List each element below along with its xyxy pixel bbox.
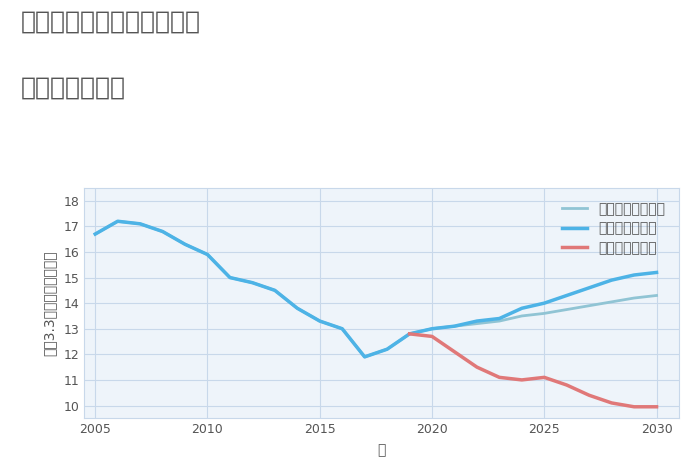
ノーマルシナリオ (428, 326, 436, 331)
バッドシナリオ (495, 375, 503, 380)
ノーマルシナリオ (495, 318, 503, 324)
グッドシナリオ (225, 275, 234, 281)
バッドシナリオ (450, 349, 459, 354)
グッドシナリオ (338, 326, 346, 331)
グッドシナリオ (473, 318, 481, 324)
バッドシナリオ (608, 400, 616, 406)
ノーマルシナリオ (585, 303, 594, 308)
グッドシナリオ (540, 300, 549, 306)
ノーマルシナリオ (91, 231, 99, 237)
バッドシナリオ (428, 334, 436, 339)
Y-axis label: 坪（3.3㎡）単価（万円）: 坪（3.3㎡）単価（万円） (42, 251, 56, 356)
グッドシナリオ (428, 326, 436, 331)
バッドシナリオ (585, 392, 594, 398)
Text: 兵庫県豊岡市日高町名色の: 兵庫県豊岡市日高町名色の (21, 9, 201, 33)
ノーマルシナリオ (450, 323, 459, 329)
グッドシナリオ (450, 323, 459, 329)
グッドシナリオ (203, 252, 211, 258)
ノーマルシナリオ (563, 307, 571, 313)
バッドシナリオ (563, 382, 571, 388)
ノーマルシナリオ (113, 219, 122, 224)
グッドシナリオ (158, 229, 167, 235)
ノーマルシナリオ (652, 293, 661, 298)
ノーマルシナリオ (383, 346, 391, 352)
グッドシナリオ (271, 288, 279, 293)
バッドシナリオ (517, 377, 526, 383)
グッドシナリオ (383, 346, 391, 352)
バッドシナリオ (405, 331, 414, 337)
グッドシナリオ (630, 272, 638, 278)
グッドシナリオ (608, 277, 616, 283)
ノーマルシナリオ (405, 331, 414, 337)
グッドシナリオ (293, 306, 302, 311)
ノーマルシナリオ (225, 275, 234, 281)
グッドシナリオ (517, 306, 526, 311)
X-axis label: 年: 年 (377, 443, 386, 457)
バッドシナリオ (652, 404, 661, 410)
ノーマルシナリオ (608, 299, 616, 305)
バッドシナリオ (540, 375, 549, 380)
ノーマルシナリオ (293, 306, 302, 311)
Legend: ノーマルシナリオ, グッドシナリオ, バッドシナリオ: ノーマルシナリオ, グッドシナリオ, バッドシナリオ (555, 195, 672, 262)
ノーマルシナリオ (181, 242, 189, 247)
バッドシナリオ (630, 404, 638, 410)
グッドシナリオ (405, 331, 414, 337)
ノーマルシナリオ (316, 318, 324, 324)
ノーマルシナリオ (338, 326, 346, 331)
グッドシナリオ (563, 293, 571, 298)
グッドシナリオ (136, 221, 144, 227)
グッドシナリオ (495, 316, 503, 321)
グッドシナリオ (652, 270, 661, 275)
グッドシナリオ (248, 280, 257, 285)
ノーマルシナリオ (203, 252, 211, 258)
グッドシナリオ (316, 318, 324, 324)
ノーマルシナリオ (360, 354, 369, 360)
ノーマルシナリオ (248, 280, 257, 285)
Line: バッドシナリオ: バッドシナリオ (410, 334, 657, 407)
Line: グッドシナリオ: グッドシナリオ (95, 221, 657, 357)
グッドシナリオ (181, 242, 189, 247)
ノーマルシナリオ (136, 221, 144, 227)
ノーマルシナリオ (517, 313, 526, 319)
バッドシナリオ (473, 364, 481, 370)
ノーマルシナリオ (630, 295, 638, 301)
Line: ノーマルシナリオ: ノーマルシナリオ (95, 221, 657, 357)
ノーマルシナリオ (473, 321, 481, 327)
ノーマルシナリオ (271, 288, 279, 293)
グッドシナリオ (585, 285, 594, 290)
Text: 土地の価格推移: 土地の価格推移 (21, 75, 126, 99)
グッドシナリオ (360, 354, 369, 360)
ノーマルシナリオ (158, 229, 167, 235)
グッドシナリオ (113, 219, 122, 224)
ノーマルシナリオ (540, 311, 549, 316)
グッドシナリオ (91, 231, 99, 237)
